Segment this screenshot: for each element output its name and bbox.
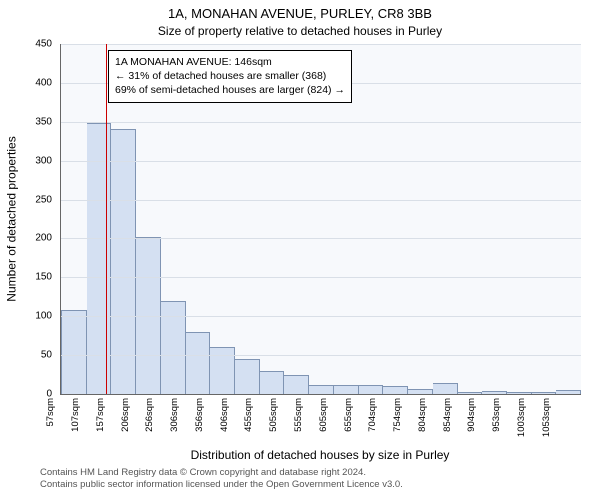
gridline — [61, 161, 581, 162]
x-ticks: 57sqm107sqm157sqm206sqm256sqm306sqm356sq… — [60, 396, 580, 452]
histogram-bar — [309, 385, 334, 394]
x-axis-label: Distribution of detached houses by size … — [60, 448, 580, 462]
y-tick-label: 50 — [0, 350, 52, 361]
annotation-box: 1A MONAHAN AVENUE: 146sqm ← 31% of detac… — [108, 50, 352, 103]
y-tick-label: 200 — [0, 233, 52, 244]
histogram-bar — [235, 359, 260, 394]
histogram-bar — [383, 386, 408, 394]
histogram-bar — [359, 385, 384, 394]
chart-container: { "titles": { "main": "1A, MONAHAN AVENU… — [0, 0, 600, 500]
histogram-bar — [458, 392, 483, 394]
histogram-bar — [334, 385, 359, 394]
gridline — [61, 277, 581, 278]
gridline — [61, 238, 581, 239]
footer-line1: Contains HM Land Registry data © Crown c… — [40, 467, 580, 479]
histogram-bar — [87, 123, 112, 394]
histogram-bar — [186, 332, 211, 394]
histogram-bar — [507, 392, 532, 394]
y-tick-label: 100 — [0, 311, 52, 322]
histogram-bar — [161, 301, 186, 394]
histogram-bar — [408, 389, 433, 394]
histogram-bar — [433, 383, 458, 394]
histogram-bar — [532, 392, 557, 394]
y-tick-label: 450 — [0, 39, 52, 50]
x-tick-label: 1053sqm — [541, 398, 595, 437]
histogram-bar — [61, 310, 87, 394]
footer-line2: Contains public sector information licen… — [40, 479, 580, 491]
gridline — [61, 355, 581, 356]
y-ticks: 050100150200250300350400450 — [0, 44, 56, 394]
y-tick-label: 300 — [0, 155, 52, 166]
chart-subtitle: Size of property relative to detached ho… — [0, 24, 600, 38]
gridline — [61, 122, 581, 123]
annotation-line2: ← 31% of detached houses are smaller (36… — [115, 69, 345, 83]
gridline — [61, 200, 581, 201]
y-tick-label: 250 — [0, 194, 52, 205]
annotation-line3: 69% of semi-detached houses are larger (… — [115, 83, 345, 97]
y-tick-label: 350 — [0, 116, 52, 127]
y-tick-label: 400 — [0, 77, 52, 88]
chart-title: 1A, MONAHAN AVENUE, PURLEY, CR8 3BB — [0, 6, 600, 21]
reference-line — [106, 44, 107, 394]
y-tick-label: 150 — [0, 272, 52, 283]
gridline — [61, 316, 581, 317]
histogram-bar — [482, 391, 507, 394]
footer-attribution: Contains HM Land Registry data © Crown c… — [40, 467, 580, 492]
histogram-bar — [284, 375, 309, 394]
histogram-bar — [556, 390, 581, 394]
annotation-line1: 1A MONAHAN AVENUE: 146sqm — [115, 55, 345, 69]
histogram-bar — [260, 371, 285, 394]
gridline — [61, 44, 581, 45]
